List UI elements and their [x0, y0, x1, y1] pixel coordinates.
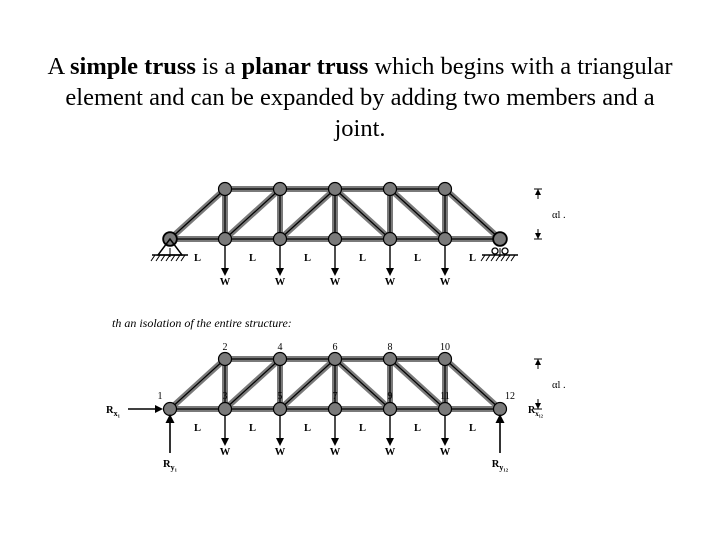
svg-text:L: L	[359, 253, 366, 264]
svg-text:L: L	[304, 423, 311, 434]
svg-text:W: W	[275, 447, 286, 458]
svg-text:L: L	[469, 253, 476, 264]
svg-text:L: L	[249, 423, 256, 434]
svg-text:αl .: αl .	[552, 210, 566, 221]
svg-text:6: 6	[333, 342, 338, 353]
svg-text:W: W	[220, 277, 231, 288]
svg-text:Ry₁₂: Ry₁₂	[492, 459, 509, 472]
svg-text:L: L	[469, 423, 476, 434]
svg-text:L: L	[414, 253, 421, 264]
svg-text:12: 12	[505, 391, 515, 402]
t2: is a	[196, 53, 242, 80]
svg-text:L: L	[359, 423, 366, 434]
svg-text:W: W	[440, 277, 451, 288]
svg-text:L: L	[194, 423, 201, 434]
svg-text:W: W	[220, 447, 231, 458]
svg-text:W: W	[385, 277, 396, 288]
svg-text:L: L	[194, 253, 201, 264]
truss-diagram: L L L L L L W W W W Wαl . th an isolation of the en…	[90, 169, 630, 489]
svg-text:L: L	[414, 423, 421, 434]
svg-text:4: 4	[278, 342, 283, 353]
svg-text:Rx₁₂: Rx₁₂	[528, 405, 543, 418]
svg-text:7: 7	[333, 391, 338, 402]
svg-text:th an isolation of the entire: th an isolation of the entire structure:	[112, 316, 292, 330]
svg-text:3: 3	[223, 391, 228, 402]
bold-planar-truss: planar truss	[242, 53, 369, 80]
svg-text:11: 11	[440, 391, 450, 402]
svg-text:W: W	[385, 447, 396, 458]
svg-text:9: 9	[388, 391, 393, 402]
svg-text:L: L	[249, 253, 256, 264]
svg-text:W: W	[440, 447, 451, 458]
t1: A	[48, 53, 70, 80]
svg-text:2: 2	[223, 342, 228, 353]
svg-text:10: 10	[440, 342, 450, 353]
svg-text:1: 1	[158, 391, 163, 402]
bold-simple-truss: simple truss	[70, 53, 196, 80]
svg-text:L: L	[304, 253, 311, 264]
svg-text:Rx₁: Rx₁	[106, 405, 121, 418]
svg-text:W: W	[330, 277, 341, 288]
definition-paragraph: A simple truss is a planar truss which b…	[40, 51, 680, 145]
svg-text:Ry₁: Ry₁	[163, 459, 178, 472]
svg-text:αl .: αl .	[552, 380, 566, 391]
svg-text:5: 5	[278, 391, 283, 402]
svg-text:8: 8	[388, 342, 393, 353]
svg-text:W: W	[330, 447, 341, 458]
svg-text:W: W	[275, 277, 286, 288]
